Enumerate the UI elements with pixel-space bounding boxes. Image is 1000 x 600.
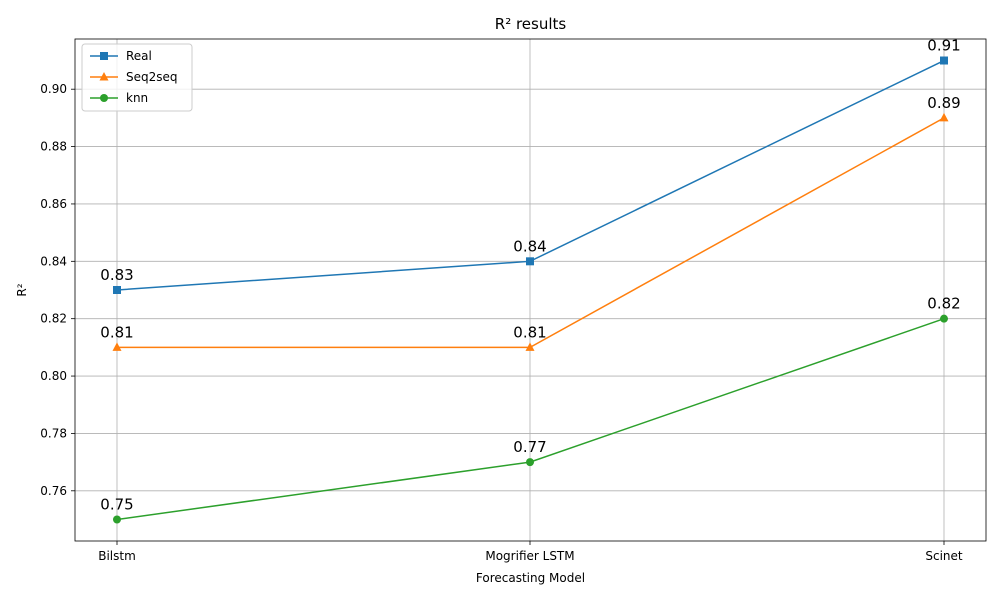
legend-item-real: Real [90, 49, 152, 63]
data-label-seq2seq: 0.89 [927, 94, 960, 112]
x-tick-label: Bilstm [98, 549, 136, 563]
series-seq2seq [112, 112, 949, 351]
data-label-knn: 0.82 [927, 295, 960, 313]
data-point-seq2seq [525, 342, 535, 351]
grid [75, 39, 986, 541]
y-tick-label: 0.76 [40, 484, 67, 498]
data-label-real: 0.83 [100, 266, 133, 284]
data-label-knn: 0.77 [513, 438, 546, 456]
y-tick-label: 0.82 [40, 312, 67, 326]
y-tick-label: 0.84 [40, 254, 67, 268]
y-tick-label: 0.78 [40, 426, 67, 440]
x-tick-label: Scinet [925, 549, 963, 563]
data-label-seq2seq: 0.81 [513, 323, 546, 341]
data-point-knn [113, 515, 121, 524]
legend-marker-real [100, 52, 108, 60]
data-point-seq2seq [112, 342, 122, 351]
data-label-knn: 0.75 [100, 495, 133, 513]
x-tick-label: Mogrifier LSTM [485, 549, 574, 563]
x-axis-title: Forecasting Model [476, 571, 585, 585]
legend-label-seq2seq: Seq2seq [126, 70, 178, 84]
y-tick-label: 0.80 [40, 369, 67, 383]
legend-label-real: Real [126, 49, 152, 63]
legend-item-seq2seq: Seq2seq [90, 70, 178, 84]
plot-frame [74, 38, 987, 542]
legend: Real Seq2seq knn [81, 43, 193, 112]
legend-marker-knn [100, 94, 108, 102]
data-point-real [940, 56, 948, 65]
data-label-real: 0.84 [513, 237, 546, 255]
chart-title: R² results [495, 15, 567, 33]
series-layer [112, 56, 949, 524]
series-line-seq2seq [117, 117, 945, 349]
data-point-seq2seq [939, 112, 949, 122]
axis-ticks: Bilstm Mogrifier LSTM Scinet 0.76 0.78 0.80 0.… [40, 82, 963, 563]
series-knn [113, 314, 948, 524]
series-line-real [116, 59, 945, 291]
data-point-real [113, 286, 121, 294]
y-axis-title: R² [15, 283, 29, 296]
data-label-seq2seq: 0.81 [100, 323, 133, 341]
legend-marker-seq2seq [99, 72, 109, 81]
series-real [113, 56, 948, 294]
legend-box [81, 43, 193, 112]
legend-item-knn: knn [90, 91, 148, 105]
y-tick-label: 0.88 [40, 140, 67, 154]
data-labels: 0.83 0.84 0.91 0.81 0.81 0.89 0.75 0.77 0.82 [100, 37, 960, 514]
data-point-knn [940, 314, 948, 323]
y-tick-label: 0.86 [40, 197, 67, 211]
data-label-real: 0.91 [927, 37, 960, 55]
legend-label-knn: knn [126, 91, 148, 105]
data-point-real [526, 257, 534, 266]
data-point-knn [526, 458, 534, 467]
y-tick-label: 0.90 [40, 82, 67, 96]
